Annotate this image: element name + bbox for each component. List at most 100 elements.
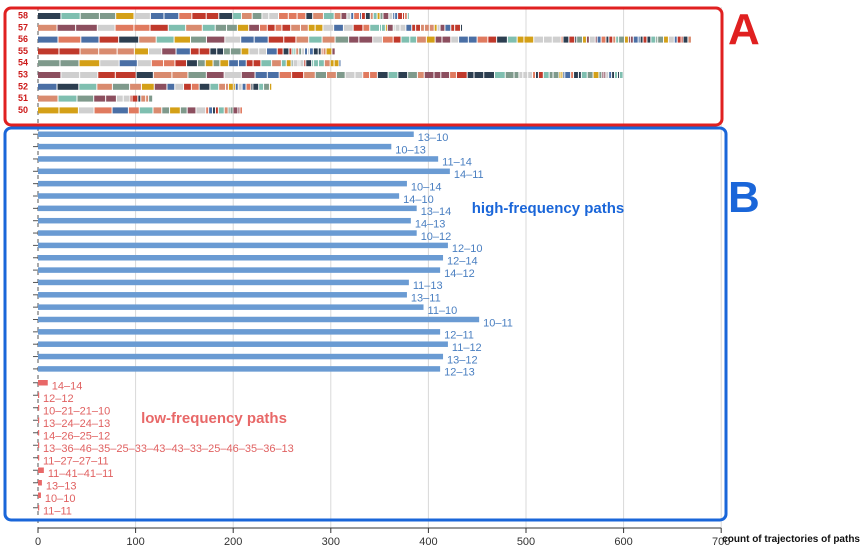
segment-bar (393, 13, 395, 19)
segment-bar (292, 48, 294, 55)
high-bar (38, 193, 400, 199)
segment-bar (99, 13, 116, 19)
segment-bar (153, 72, 172, 78)
segment-bar (168, 24, 186, 31)
segment-bar (401, 36, 410, 43)
segment-bar (434, 72, 441, 78)
segment-bar (456, 72, 467, 78)
segment-bar (323, 48, 326, 55)
panel-b-letter: B (728, 173, 760, 222)
segment-bar (597, 36, 601, 43)
segment-bar (291, 24, 300, 31)
segment-bar (156, 36, 174, 43)
segment-bar (137, 60, 151, 67)
segment-bar (112, 83, 130, 90)
segment-bar (313, 48, 318, 55)
segment-bar (619, 36, 624, 43)
segment-bar (488, 36, 497, 43)
segment-bar (668, 36, 674, 43)
x-tick-label: 300 (322, 536, 340, 548)
segment-bar (563, 72, 565, 78)
segment-bar (150, 13, 164, 19)
segment-bar (571, 72, 574, 78)
segment-bar (213, 60, 220, 67)
segment-bar (254, 36, 268, 43)
segment-bar (336, 72, 345, 78)
segment-bar (146, 95, 149, 102)
segment-bar (402, 13, 404, 19)
segment-bar (81, 36, 99, 43)
segment-bar (640, 36, 643, 43)
segment-bar (349, 36, 359, 43)
row-label: 50 (18, 105, 28, 115)
segment-bar (535, 72, 538, 78)
segment-bar (57, 83, 79, 90)
segment-bar (593, 72, 599, 78)
segment-bar (94, 107, 112, 114)
segment-bar (377, 13, 380, 19)
segment-bar (76, 24, 97, 31)
segment-bar (100, 60, 119, 67)
segment-bar (269, 13, 279, 19)
segment-bar (468, 36, 477, 43)
segment-bar (162, 107, 170, 114)
segment-bar (477, 36, 488, 43)
segment-bar (385, 24, 387, 31)
segment-bar (277, 48, 283, 55)
segment-bar (538, 72, 543, 78)
segment-bar (304, 60, 306, 67)
segment-bar (228, 83, 233, 90)
segment-bar (79, 83, 97, 90)
segment-bar (395, 13, 398, 19)
segment-bar (408, 72, 417, 78)
segment-bar (583, 36, 586, 43)
high-bar-label: 11–12 (452, 342, 482, 354)
high-bar-label: 11–14 (442, 157, 472, 169)
segment-bar (609, 36, 613, 43)
segment-bar (553, 72, 559, 78)
segment-bar (461, 24, 463, 31)
segment-bar (176, 48, 190, 55)
segment-bar (210, 48, 217, 55)
segment-bar (424, 72, 434, 78)
high-bar-label: 13–12 (447, 354, 478, 366)
segment-bar (241, 72, 255, 78)
segment-bar (354, 13, 360, 19)
segment-bar (505, 72, 514, 78)
segment-bar (306, 60, 312, 67)
segment-bar (387, 24, 393, 31)
high-bar (38, 341, 448, 347)
segment-bar (213, 107, 215, 114)
segment-bar (80, 48, 99, 55)
segment-bar (162, 48, 176, 55)
segment-bar (38, 13, 61, 19)
segment-bar (435, 36, 442, 43)
segment-bar (224, 72, 241, 78)
segment-bar (683, 36, 688, 43)
segment-bar (628, 36, 630, 43)
panel-a-letter: A (728, 5, 760, 54)
segment-bar (381, 24, 385, 31)
segment-bar (242, 83, 246, 90)
segment-bar (259, 24, 267, 31)
segment-bar (424, 24, 429, 31)
segment-bar (484, 72, 494, 78)
segment-bar (279, 72, 292, 78)
segment-bar (98, 72, 115, 78)
x-tick-label: 500 (517, 536, 535, 548)
segment-bar (602, 72, 604, 78)
high-bar (38, 230, 417, 236)
segment-bar (398, 13, 402, 19)
high-bar (38, 242, 448, 249)
segment-bar (577, 36, 583, 43)
segment-bar (297, 13, 306, 19)
segment-bar (528, 72, 533, 78)
low-bar-label: 11–27–27–11 (43, 456, 109, 468)
segment-bar (497, 36, 507, 43)
low-bar (38, 380, 48, 386)
segment-bar (347, 13, 351, 19)
segment-bar (599, 72, 602, 78)
segment-bar (406, 24, 412, 31)
segment-bar (97, 83, 112, 90)
segment-bar (334, 60, 339, 67)
